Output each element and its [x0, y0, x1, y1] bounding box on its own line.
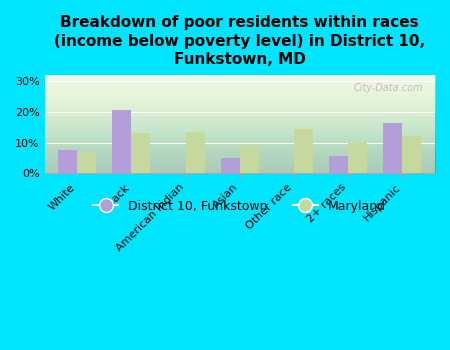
Bar — [402, 136, 422, 173]
Bar — [58, 150, 77, 173]
Bar — [294, 129, 313, 173]
Bar — [240, 146, 259, 173]
Bar — [185, 132, 205, 173]
Bar — [112, 111, 131, 173]
Bar — [221, 158, 240, 173]
Legend: District 10, Funkstown, Maryland: District 10, Funkstown, Maryland — [89, 195, 391, 218]
Bar — [383, 123, 402, 173]
Bar — [329, 156, 348, 173]
Title: Breakdown of poor residents within races
(income below poverty level) in Distric: Breakdown of poor residents within races… — [54, 15, 425, 67]
Bar — [77, 152, 96, 173]
Text: City-Data.com: City-Data.com — [354, 83, 423, 93]
Bar — [348, 142, 367, 173]
Bar — [131, 133, 150, 173]
